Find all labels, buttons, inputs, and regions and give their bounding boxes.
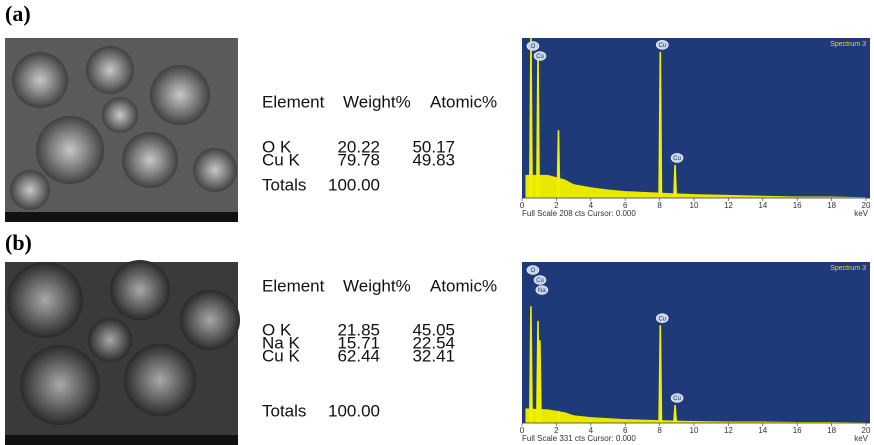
- panel-label: (b): [5, 230, 32, 255]
- table-header: Element: [262, 92, 325, 111]
- x-tick-label: 10: [690, 201, 699, 210]
- x-tick-label: 18: [827, 201, 836, 210]
- table-total: 100.00: [328, 401, 380, 420]
- table-cell: 62.44: [337, 346, 380, 365]
- spectrum-footer: Full Scale 331 cts Cursor: 0.000: [522, 434, 636, 443]
- peak-label: Cu: [658, 43, 666, 49]
- x-tick-label: 14: [758, 426, 767, 435]
- spectrum-title: Spectrum 3: [830, 265, 866, 272]
- x-tick-label: 8: [657, 426, 662, 435]
- peak-label: Cu: [673, 396, 681, 402]
- peak-label: Cu: [658, 316, 666, 322]
- peak-label: Na: [538, 288, 546, 294]
- table-total: Totals: [262, 175, 306, 194]
- table-header: Element: [262, 276, 325, 295]
- peak-label: Cu: [536, 54, 544, 60]
- x-tick-label: 12: [724, 201, 733, 210]
- table-header: Weight%: [343, 276, 411, 295]
- x-unit: keV: [854, 209, 868, 218]
- table-header: Atomic%: [430, 276, 497, 295]
- x-tick-label: 16: [793, 201, 802, 210]
- spectrum-title: Spectrum 3: [830, 41, 866, 48]
- table-total: Totals: [262, 401, 306, 420]
- table-cell: 32.41: [412, 346, 455, 365]
- spectrum-footer: Full Scale 208 cts Cursor: 0.000: [522, 209, 636, 218]
- x-tick-label: 10: [690, 426, 699, 435]
- peak-label: Cu: [536, 278, 544, 284]
- sem-image-a: [5, 38, 238, 222]
- table-cell: 79.78: [337, 150, 380, 169]
- spectrum-background: [522, 262, 870, 423]
- peak-label: O: [531, 44, 536, 50]
- x-unit: keV: [854, 434, 868, 443]
- x-tick-label: 12: [724, 426, 733, 435]
- peak-label: O: [531, 268, 536, 274]
- x-tick-label: 8: [657, 201, 662, 210]
- panel-label: (a): [5, 1, 31, 26]
- page: (a)ElementWeight%Atomic%O K20.2250.17Cu …: [0, 0, 874, 445]
- table-header: Atomic%: [430, 92, 497, 111]
- table-total: 100.00: [328, 175, 380, 194]
- x-tick-label: 14: [758, 201, 767, 210]
- table-header: Weight%: [343, 92, 411, 111]
- sem-image-b: [5, 260, 240, 445]
- peak-label: Cu: [673, 156, 681, 162]
- x-tick-label: 16: [793, 426, 802, 435]
- figure: (a)ElementWeight%Atomic%O K20.2250.17Cu …: [0, 0, 874, 445]
- table-cell: 49.83: [412, 150, 455, 169]
- spectrum-background: [522, 38, 870, 198]
- table-cell: Cu K: [262, 346, 300, 365]
- table-cell: Cu K: [262, 150, 300, 169]
- x-tick-label: 18: [827, 426, 836, 435]
